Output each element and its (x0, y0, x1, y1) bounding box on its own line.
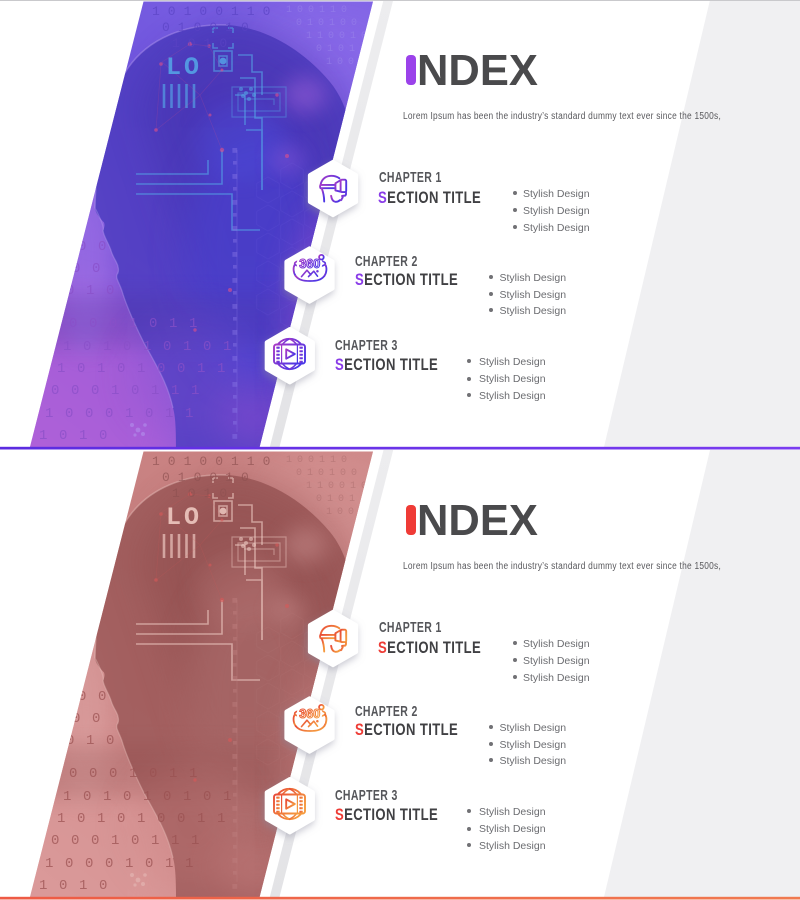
svg-text:00010111: 00010111 (51, 833, 211, 849)
svg-text:101010101: 101010101 (63, 339, 243, 355)
svg-text:100110: 100110 (286, 455, 352, 466)
svg-text:10001011: 10001011 (45, 856, 205, 872)
svg-text:010: 010 (66, 283, 126, 299)
svg-text:00010111: 00010111 (51, 383, 211, 399)
svg-text:10100110: 10100110 (152, 454, 278, 469)
svg-text:360: 360 (299, 707, 320, 721)
svg-text:1001: 1001 (326, 57, 370, 68)
svg-text:010010: 010010 (162, 20, 257, 35)
svg-text:0101: 0101 (316, 44, 360, 55)
svg-text:0001011: 0001011 (69, 766, 209, 782)
svg-text:010010: 010010 (162, 470, 257, 485)
svg-text:101010011: 101010011 (57, 811, 237, 827)
svg-text:100110: 100110 (286, 5, 352, 16)
svg-text:1010: 1010 (172, 36, 235, 51)
svg-text:10100110: 10100110 (152, 4, 278, 19)
svg-text:360: 360 (299, 707, 320, 721)
svg-text:110010: 110010 (306, 31, 372, 42)
svg-text:00: 00 (78, 239, 118, 255)
svg-text:LO: LO (166, 503, 202, 532)
svg-text:1010: 1010 (172, 486, 235, 501)
svg-text:00: 00 (72, 711, 112, 727)
svg-text:1010: 1010 (39, 878, 119, 894)
svg-text:10001011: 10001011 (45, 406, 205, 422)
svg-text:101010011: 101010011 (57, 361, 237, 377)
svg-text:0001011: 0001011 (69, 316, 209, 332)
svg-text:0101: 0101 (316, 494, 360, 505)
svg-text:110010: 110010 (306, 481, 372, 492)
svg-text:1010: 1010 (39, 428, 119, 444)
svg-text:360: 360 (299, 257, 320, 271)
svg-text:LO: LO (166, 53, 202, 82)
svg-text:010: 010 (66, 733, 126, 749)
svg-text:101010101: 101010101 (63, 789, 243, 805)
svg-text:1001: 1001 (326, 507, 370, 518)
svg-text:010100: 010100 (296, 18, 362, 29)
svg-text:360: 360 (299, 257, 320, 271)
svg-text:010100: 010100 (296, 468, 362, 479)
svg-text:00: 00 (72, 261, 112, 277)
svg-text:00: 00 (78, 689, 118, 705)
